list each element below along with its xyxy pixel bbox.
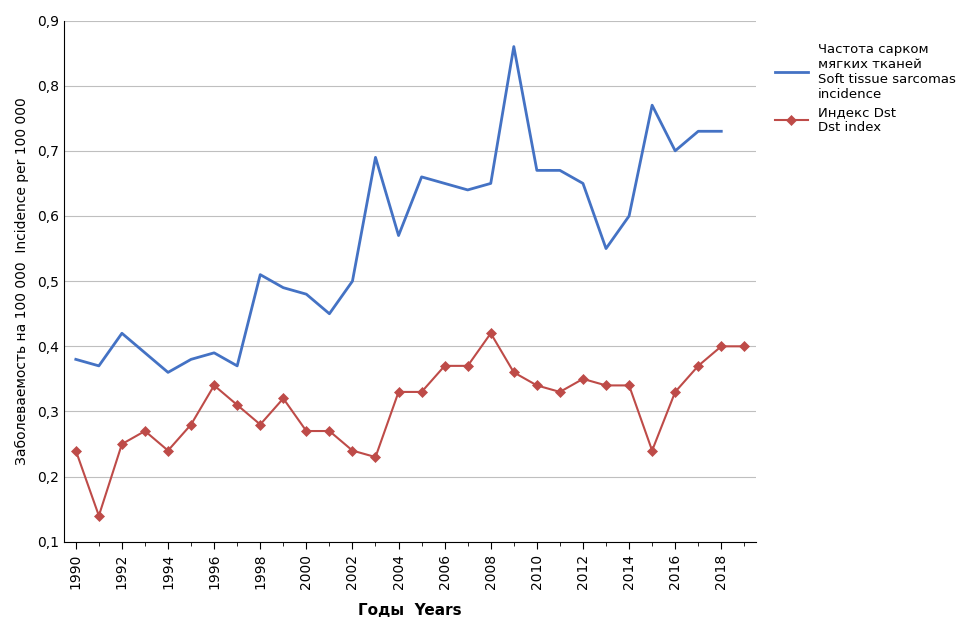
Индекс Dst
Dst index xyxy=(715,342,727,350)
Индекс Dst
Dst index xyxy=(301,427,313,435)
Y-axis label: Заболеваемость на 100 000  Incidence per 100 000: Заболеваемость на 100 000 Incidence per … xyxy=(15,97,29,465)
Индекс Dst
Dst index xyxy=(693,362,704,370)
Индекс Dst
Dst index xyxy=(439,362,450,370)
Частота сарком
мягких тканей
Soft tissue sarcomas
incidence xyxy=(508,43,520,51)
Частота сарком
мягких тканей
Soft tissue sarcomas
incidence xyxy=(669,147,681,154)
Частота сарком
мягких тканей
Soft tissue sarcomas
incidence xyxy=(462,186,474,194)
Частота сарком
мягких тканей
Soft tissue sarcomas
incidence xyxy=(646,101,658,109)
Индекс Dst
Dst index xyxy=(186,421,197,429)
Частота сарком
мягких тканей
Soft tissue sarcomas
incidence xyxy=(623,212,635,220)
Частота сарком
мягких тканей
Soft tissue sarcomas
incidence xyxy=(600,245,612,253)
Индекс Dst
Dst index xyxy=(554,388,566,396)
Частота сарком
мягких тканей
Soft tissue sarcomas
incidence xyxy=(416,173,428,180)
Индекс Dst
Dst index xyxy=(577,375,589,383)
Частота сарком
мягких тканей
Soft tissue sarcomas
incidence xyxy=(393,232,404,239)
Индекс Dst
Dst index xyxy=(646,447,658,454)
Индекс Dst
Dst index xyxy=(508,368,520,376)
Частота сарком
мягких тканей
Soft tissue sarcomas
incidence xyxy=(369,154,381,161)
Частота сарком
мягких тканей
Soft tissue sarcomas
incidence xyxy=(208,349,220,356)
Индекс Dst
Dst index xyxy=(485,330,496,337)
Индекс Dst
Dst index xyxy=(369,453,381,461)
Индекс Dst
Dst index xyxy=(277,394,289,402)
Частота сарком
мягких тканей
Soft tissue sarcomas
incidence xyxy=(347,277,359,285)
Частота сарком
мягких тканей
Soft tissue sarcomas
incidence xyxy=(485,180,496,187)
Частота сарком
мягких тканей
Soft tissue sarcomas
incidence xyxy=(186,356,197,363)
Индекс Dst
Dst index xyxy=(254,421,266,429)
Индекс Dst
Dst index xyxy=(739,342,750,350)
Частота сарком
мягких тканей
Soft tissue sarcomas
incidence xyxy=(254,271,266,279)
Частота сарком
мягких тканей
Soft tissue sarcomas
incidence xyxy=(232,362,243,370)
Частота сарком
мягких тканей
Soft tissue sarcomas
incidence xyxy=(116,330,128,337)
Частота сарком
мягких тканей
Soft tissue sarcomas
incidence xyxy=(162,368,174,376)
Line: Частота сарком
мягких тканей
Soft tissue sarcomas
incidence: Частота сарком мягких тканей Soft tissue… xyxy=(76,47,721,372)
Индекс Dst
Dst index xyxy=(393,388,404,396)
Частота сарком
мягких тканей
Soft tissue sarcomas
incidence xyxy=(277,284,289,291)
Индекс Dst
Dst index xyxy=(116,441,128,448)
Индекс Dst
Dst index xyxy=(208,382,220,389)
Индекс Dst
Dst index xyxy=(70,447,82,454)
Индекс Dst
Dst index xyxy=(347,447,359,454)
Индекс Dst
Dst index xyxy=(623,382,635,389)
Частота сарком
мягких тканей
Soft tissue sarcomas
incidence xyxy=(139,349,150,356)
Индекс Dst
Dst index xyxy=(162,447,174,454)
Частота сарком
мягких тканей
Soft tissue sarcomas
incidence xyxy=(93,362,105,370)
Индекс Dst
Dst index xyxy=(323,427,335,435)
Частота сарком
мягких тканей
Soft tissue sarcomas
incidence xyxy=(323,310,335,318)
Частота сарком
мягких тканей
Soft tissue sarcomas
incidence xyxy=(70,356,82,363)
Частота сарком
мягких тканей
Soft tissue sarcomas
incidence xyxy=(693,127,704,135)
Частота сарком
мягких тканей
Soft tissue sarcomas
incidence xyxy=(439,180,450,187)
Частота сарком
мягких тканей
Soft tissue sarcomas
incidence xyxy=(554,166,566,174)
Частота сарком
мягких тканей
Soft tissue sarcomas
incidence xyxy=(301,291,313,298)
Частота сарком
мягких тканей
Soft tissue sarcomas
incidence xyxy=(715,127,727,135)
Индекс Dst
Dst index xyxy=(139,427,150,435)
Индекс Dst
Dst index xyxy=(600,382,612,389)
Индекс Dst
Dst index xyxy=(669,388,681,396)
Индекс Dst
Dst index xyxy=(531,382,542,389)
Legend: Частота сарком
мягких тканей
Soft tissue sarcomas
incidence, Индекс Dst
Dst inde: Частота сарком мягких тканей Soft tissue… xyxy=(769,37,961,139)
Частота сарком
мягких тканей
Soft tissue sarcomas
incidence xyxy=(577,180,589,187)
Индекс Dst
Dst index xyxy=(416,388,428,396)
Частота сарком
мягких тканей
Soft tissue sarcomas
incidence xyxy=(531,166,542,174)
X-axis label: Годы  Years: Годы Years xyxy=(359,603,462,618)
Индекс Dst
Dst index xyxy=(462,362,474,370)
Line: Индекс Dst
Dst index: Индекс Dst Dst index xyxy=(72,330,747,519)
Индекс Dst
Dst index xyxy=(93,512,105,520)
Индекс Dst
Dst index xyxy=(232,401,243,409)
